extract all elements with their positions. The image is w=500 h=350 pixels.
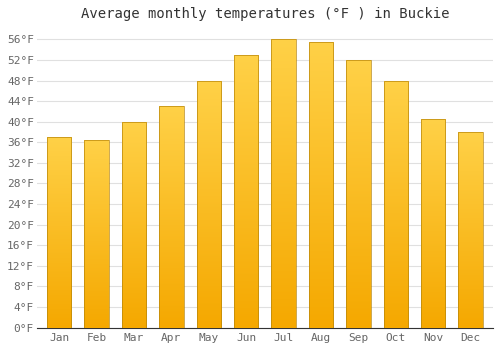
Bar (384, 80, 408, 328)
Bar (458, 132, 483, 328)
Bar (421, 119, 446, 328)
Title: Average monthly temperatures (°F ) in Buckie: Average monthly temperatures (°F ) in Bu… (80, 7, 449, 21)
Bar (122, 122, 146, 328)
Bar (272, 39, 295, 328)
Bar (234, 55, 258, 328)
Bar (346, 60, 370, 328)
Bar (159, 106, 184, 328)
Bar (84, 140, 108, 328)
Bar (47, 137, 72, 328)
Bar (196, 80, 221, 328)
Bar (309, 42, 333, 328)
